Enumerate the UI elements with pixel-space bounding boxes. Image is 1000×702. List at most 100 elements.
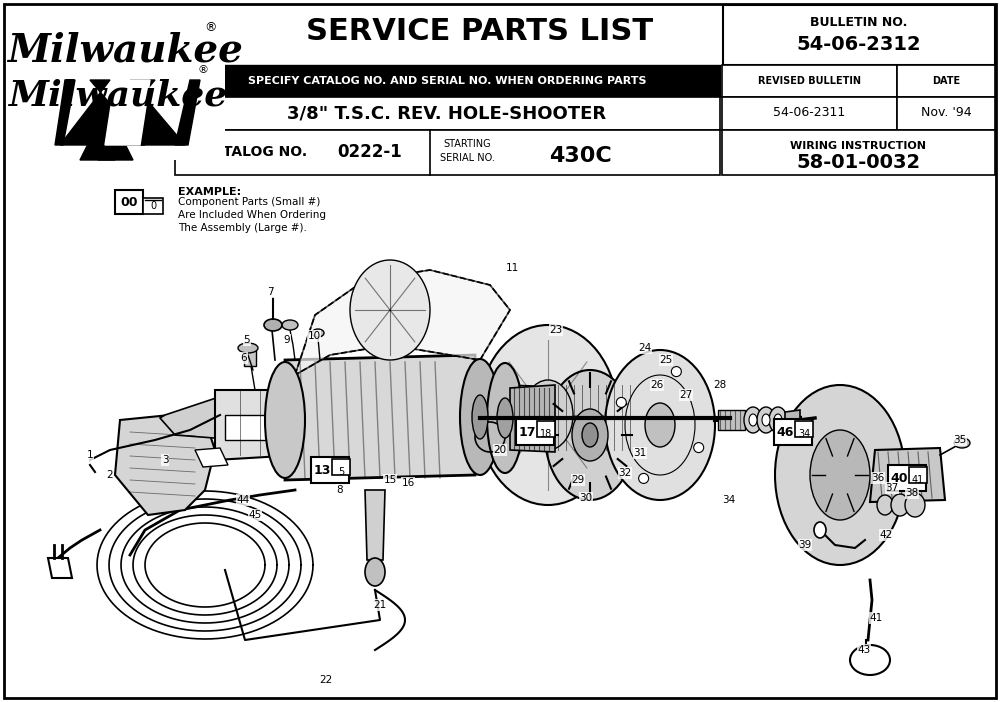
Bar <box>516 419 554 445</box>
Bar <box>311 457 349 483</box>
Ellipse shape <box>775 385 905 565</box>
Text: 43: 43 <box>857 645 871 655</box>
Bar <box>723 5 995 65</box>
Text: CATALOG NO.: CATALOG NO. <box>203 145 307 159</box>
Polygon shape <box>115 415 215 515</box>
Text: 40: 40 <box>890 472 908 484</box>
Bar <box>175 130 720 175</box>
Text: The Assembly (Large #).: The Assembly (Large #). <box>178 223 307 233</box>
Text: ®: ® <box>204 22 216 34</box>
Text: SERVICE PARTS LIST: SERVICE PARTS LIST <box>306 18 654 46</box>
Text: DATE: DATE <box>932 76 960 86</box>
Ellipse shape <box>850 645 890 675</box>
Polygon shape <box>55 80 75 145</box>
Text: 13: 13 <box>313 463 331 477</box>
Text: 6: 6 <box>241 353 247 363</box>
Text: 17: 17 <box>518 425 536 439</box>
Text: 31: 31 <box>633 448 647 458</box>
Text: 34: 34 <box>798 429 810 439</box>
Text: ®: ® <box>198 65 208 75</box>
Text: 10: 10 <box>307 331 321 341</box>
Text: 36: 36 <box>871 473 885 483</box>
Text: 24: 24 <box>638 343 652 353</box>
Ellipse shape <box>774 414 782 426</box>
Bar <box>225 415 285 440</box>
Bar <box>774 419 812 445</box>
Text: 26: 26 <box>650 380 664 390</box>
Ellipse shape <box>877 495 893 515</box>
Text: 29: 29 <box>571 475 585 485</box>
Text: REVISED BULLETIN: REVISED BULLETIN <box>758 76 860 86</box>
Text: 30: 30 <box>579 493 593 503</box>
Bar <box>244 348 256 366</box>
Text: 18: 18 <box>540 429 552 439</box>
Polygon shape <box>365 490 385 560</box>
Text: 42: 42 <box>879 530 893 540</box>
Ellipse shape <box>762 414 770 426</box>
Text: 1: 1 <box>87 450 93 460</box>
Ellipse shape <box>769 407 787 433</box>
Polygon shape <box>510 385 555 452</box>
Text: 27: 27 <box>679 390 693 400</box>
Bar <box>897 65 995 97</box>
Ellipse shape <box>472 395 488 439</box>
Ellipse shape <box>639 473 649 484</box>
Ellipse shape <box>905 493 925 517</box>
Bar <box>175 97 720 130</box>
Text: 37: 37 <box>885 483 899 493</box>
Text: 32: 32 <box>618 468 632 478</box>
Text: 11: 11 <box>505 263 519 273</box>
Ellipse shape <box>582 423 598 447</box>
Ellipse shape <box>954 438 970 448</box>
Bar <box>722 97 897 130</box>
Ellipse shape <box>238 343 258 353</box>
Polygon shape <box>195 448 228 467</box>
Ellipse shape <box>572 409 608 461</box>
Ellipse shape <box>282 320 298 330</box>
Text: 430C: 430C <box>549 146 611 166</box>
Bar <box>115 190 143 214</box>
Bar <box>537 421 555 437</box>
Bar <box>909 467 927 483</box>
Polygon shape <box>60 80 145 145</box>
Polygon shape <box>870 448 945 502</box>
Text: 5: 5 <box>338 467 344 477</box>
Ellipse shape <box>523 380 573 450</box>
Ellipse shape <box>814 522 826 538</box>
Text: STARTING: STARTING <box>443 139 491 149</box>
Bar <box>722 130 995 175</box>
Text: 0222-1: 0222-1 <box>338 143 402 161</box>
Text: 35: 35 <box>953 435 967 445</box>
Polygon shape <box>718 410 745 430</box>
Text: Component Parts (Small #): Component Parts (Small #) <box>178 197 320 207</box>
Bar <box>888 465 926 491</box>
Polygon shape <box>295 270 510 375</box>
Text: 54-06-2312: 54-06-2312 <box>797 34 921 53</box>
Bar <box>722 65 897 97</box>
Text: 54-06-2311: 54-06-2311 <box>773 107 845 119</box>
Text: 5: 5 <box>244 335 250 345</box>
Bar <box>10 55 225 160</box>
Text: BULLETIN NO.: BULLETIN NO. <box>810 15 908 29</box>
Text: 21: 21 <box>373 600 387 610</box>
Text: 25: 25 <box>659 355 673 365</box>
Text: 8: 8 <box>337 485 343 495</box>
Bar <box>143 198 163 214</box>
Text: 34: 34 <box>722 495 736 505</box>
Text: EXAMPLE:: EXAMPLE: <box>178 187 241 197</box>
Bar <box>897 97 995 130</box>
Polygon shape <box>285 355 475 480</box>
Polygon shape <box>98 120 133 160</box>
Ellipse shape <box>757 407 775 433</box>
Ellipse shape <box>365 558 385 586</box>
Ellipse shape <box>749 414 757 426</box>
Polygon shape <box>105 80 150 145</box>
Bar <box>795 421 813 437</box>
Polygon shape <box>80 120 115 160</box>
Text: SERIAL NO.: SERIAL NO. <box>440 153 494 163</box>
Text: 3: 3 <box>162 455 168 465</box>
Ellipse shape <box>891 494 909 516</box>
Ellipse shape <box>487 363 523 473</box>
Polygon shape <box>175 80 200 145</box>
Ellipse shape <box>671 366 681 376</box>
